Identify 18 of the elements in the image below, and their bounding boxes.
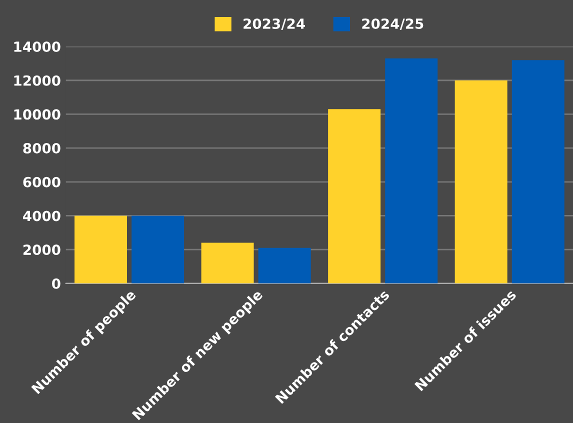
y-tick-label: 10000	[14, 109, 60, 120]
bar	[74, 216, 127, 284]
y-tick-label: 12000	[14, 75, 60, 86]
bar	[512, 60, 564, 284]
bar	[258, 248, 311, 284]
y-tick-label: 0	[52, 278, 60, 289]
y-tick-label: 8000	[23, 143, 60, 154]
legend-label: 2023/24	[244, 18, 305, 30]
bar	[385, 58, 438, 284]
bar	[201, 242, 254, 284]
y-tick-label: 4000	[23, 210, 60, 222]
y-tick-label: 14000	[14, 42, 60, 52]
bar	[328, 109, 381, 284]
bar	[454, 80, 508, 284]
bar	[132, 216, 184, 284]
y-tick-label: 2000	[23, 244, 60, 256]
legend-label: 2024/25	[362, 18, 424, 30]
y-tick-label: 6000	[23, 176, 60, 188]
